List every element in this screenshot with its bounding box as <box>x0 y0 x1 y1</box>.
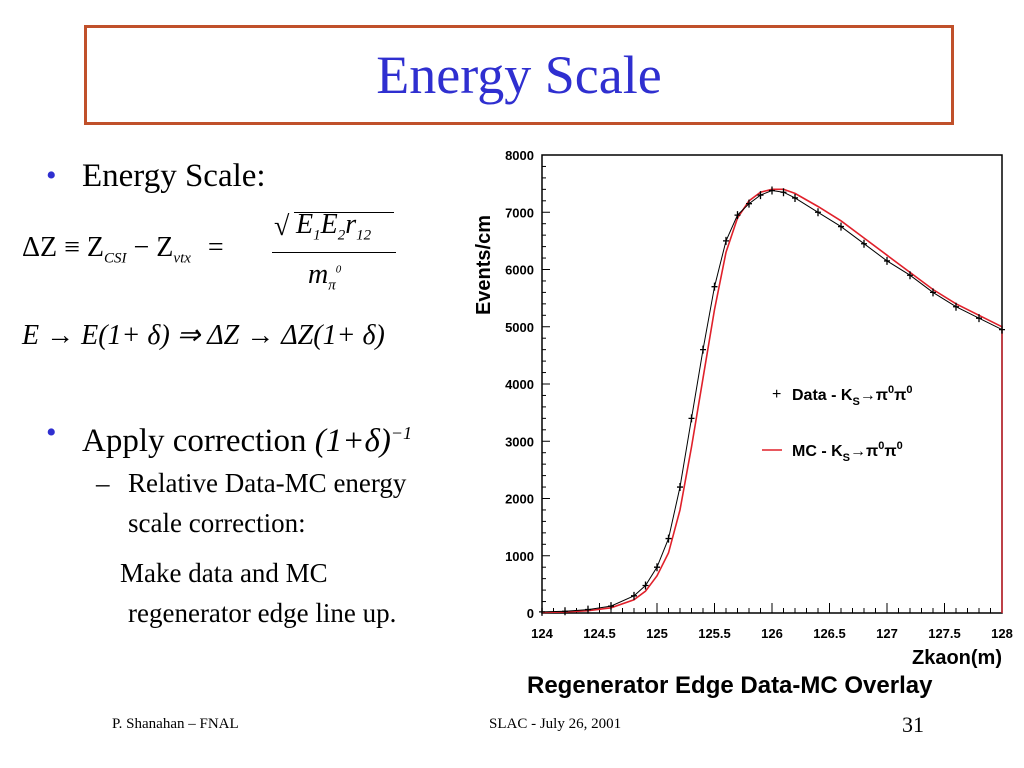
bullet-dot: • <box>46 159 57 192</box>
data-point <box>631 591 637 600</box>
data-point <box>861 239 867 248</box>
num-e2: E <box>320 209 338 240</box>
y-tick-label: 6000 <box>505 263 534 278</box>
legend-marker-data: + <box>772 386 781 403</box>
x-axis-label: Zkaon(m) <box>912 647 1002 669</box>
y-tick-label: 1000 <box>505 549 534 564</box>
num-r: r <box>345 209 357 240</box>
data-point <box>757 191 764 200</box>
sub-bullet-line3: Make data and MC <box>120 558 328 588</box>
x-tick-label: 127.5 <box>928 626 961 641</box>
data-point <box>688 414 695 423</box>
num-sub12: 12 <box>356 227 372 244</box>
y-tick-label: 7000 <box>505 205 534 220</box>
data-point <box>654 563 660 572</box>
num-e1: E <box>296 209 314 240</box>
x-tick-label: 124.5 <box>583 626 616 641</box>
bullet-energy-scale-text: Energy Scale: <box>82 158 266 194</box>
equation-fraction: √ E1E2r12 mπ0 <box>272 205 397 300</box>
data-point <box>585 605 591 614</box>
x-tick-label: 126.5 <box>813 626 846 641</box>
data-point <box>746 199 752 208</box>
page-number: 31 <box>902 712 924 737</box>
eq1-lhs: ΔZ ≡ Z <box>22 232 105 263</box>
plot-frame <box>541 154 1003 614</box>
data-point <box>711 282 718 291</box>
data-point <box>608 602 614 611</box>
data-point <box>953 302 959 311</box>
bullet-energy-scale: • Energy Scale: <box>46 157 266 195</box>
x-tick-label: 125.5 <box>698 626 731 641</box>
footer-author: P. Shanahan – FNAL <box>112 716 239 732</box>
data-point <box>780 188 787 197</box>
fraction-bar <box>272 252 396 253</box>
legend-label: MC - KS→π0π0 <box>792 440 903 464</box>
data-point <box>815 208 821 217</box>
data-point <box>838 222 844 231</box>
data-point <box>539 607 545 616</box>
x-tick-label: 128 <box>991 626 1013 641</box>
y-tick-label: 4000 <box>505 377 534 392</box>
x-tick-label: 127 <box>876 626 898 641</box>
data-point <box>930 288 936 297</box>
chart-caption: Regenerator Edge Data-MC Overlay <box>527 672 933 699</box>
x-tick-label: 125 <box>646 626 668 641</box>
eq1-minus: − Z <box>126 232 174 263</box>
data-point <box>792 193 798 202</box>
x-tick-label: 124 <box>531 626 553 641</box>
y-axis-label: Events/cm <box>473 215 495 315</box>
regenerator-edge-chart: 0 1000 2000 3000 4000 5000 6000 7000 8000 124 124.… <box>473 148 1013 669</box>
num-sub2: 2 <box>337 227 346 244</box>
y-tick-label: 2000 <box>505 492 534 507</box>
data-point <box>700 345 706 354</box>
den-m: m <box>308 259 329 290</box>
x-tick-label: 126 <box>761 626 783 641</box>
data-point <box>976 314 982 323</box>
bullet-apply-correction: • Apply correction (1+δ)−1 <box>46 414 413 460</box>
y-tick-label: 3000 <box>505 434 534 449</box>
den-sub: π <box>328 277 336 294</box>
data-point <box>769 186 775 195</box>
data-point <box>562 607 568 616</box>
data-point <box>999 325 1005 334</box>
sub-bullet-line2: scale correction: <box>128 508 306 538</box>
data-point <box>734 211 741 220</box>
y-tick-label: 5000 <box>505 320 534 335</box>
legend-label: Data - KS→π0π0 <box>792 384 913 408</box>
data-point <box>665 534 672 543</box>
sub-bullet-line4: regenerator edge line up. <box>128 598 397 628</box>
equation-delta-z: ΔZ ≡ ZCSI − Zvtx = <box>22 232 224 268</box>
eq1-equals: = <box>207 232 224 263</box>
data-point <box>907 271 913 280</box>
den-sup: 0 <box>335 263 342 276</box>
data-point <box>723 236 729 245</box>
equation-energy-shift: E → E(1+ δ) ⇒ ΔZ → ΔZ(1+ δ) <box>22 320 385 351</box>
title-box: Energy Scale <box>84 25 954 125</box>
num-sub1: 1 <box>313 227 321 244</box>
data-point <box>677 483 683 492</box>
eq1-sub-vtx: vtx <box>173 250 191 267</box>
bullet-apply-sup: −1 <box>390 423 413 443</box>
bullet-dot: • <box>46 416 57 449</box>
sub-bullet-line1: Relative Data-MC energy <box>128 468 407 498</box>
eq1-sub-csi: CSI <box>104 250 127 267</box>
y-tick-label: 0 <box>527 606 534 621</box>
data-point <box>642 581 649 590</box>
data-point <box>884 256 890 265</box>
bullet-apply-formula: (1+δ) <box>314 423 391 459</box>
series-data-line <box>541 189 1003 613</box>
slide-title: Energy Scale <box>376 45 662 105</box>
sub-bullet-dash: – <box>96 468 110 498</box>
y-tick-label: 8000 <box>505 148 534 163</box>
bullet-apply-text: Apply correction <box>82 423 315 459</box>
footer-venue: SLAC - July 26, 2001 <box>489 716 622 732</box>
